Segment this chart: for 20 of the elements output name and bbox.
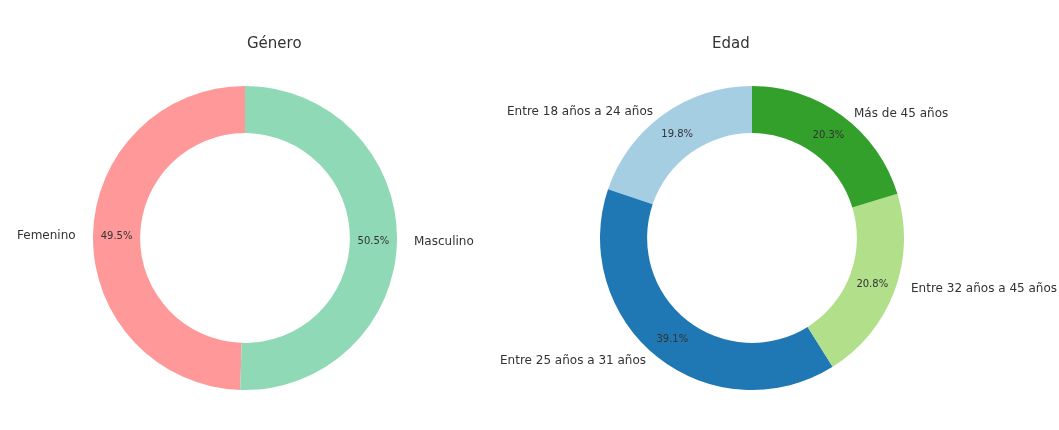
data-label: 50.5%	[357, 234, 390, 246]
data-label: 39.1%	[656, 333, 689, 345]
slice-label: Masculino	[414, 234, 474, 248]
slice-label: Femenino	[17, 228, 76, 242]
slice-label: Entre 32 años a 45 años	[911, 281, 1058, 295]
donut-slice	[93, 86, 245, 390]
data-label: 19.8%	[661, 128, 694, 140]
chart-title: Edad	[712, 34, 750, 52]
donut-slice	[600, 189, 833, 390]
slice-label: Más de 45 años	[854, 106, 949, 120]
donut-slice	[752, 86, 898, 208]
donut-slice	[608, 86, 752, 205]
slice-label: Entre 25 años a 31 años	[500, 353, 647, 367]
slice-label: Entre 18 años a 24 años	[507, 104, 654, 118]
data-label: 49.5%	[100, 230, 133, 242]
chart-title: Género	[247, 34, 302, 52]
data-label: 20.8%	[856, 277, 889, 289]
donut-slice	[807, 193, 904, 367]
donut-slice	[240, 86, 397, 390]
data-label: 20.3%	[812, 129, 845, 141]
